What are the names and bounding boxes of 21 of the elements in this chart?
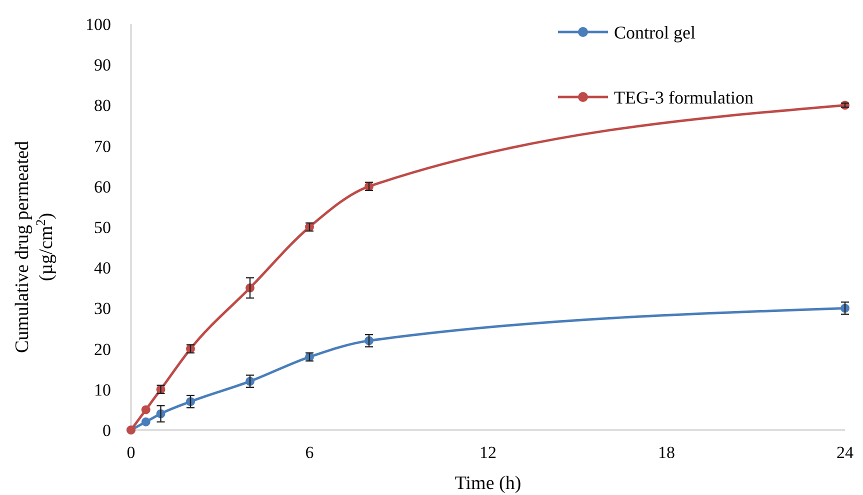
x-tick-label: 6	[305, 443, 314, 462]
y-tick-label: 70	[94, 136, 111, 156]
y-tick-label: 0	[102, 420, 111, 440]
x-tick-label: 12	[480, 443, 496, 462]
y-tick-label: 40	[94, 258, 111, 278]
x-tick-label: 0	[126, 443, 136, 462]
y-tick-label: 80	[94, 96, 111, 116]
legend-label: Control gel	[614, 22, 696, 42]
x-axis-title: Time (h)	[454, 473, 522, 494]
point	[141, 405, 150, 414]
x-tick-label: 24	[836, 443, 854, 462]
y-tick-label: 10	[94, 380, 111, 400]
y-tick-label: 60	[94, 177, 111, 196]
y-tick-label: 50	[94, 218, 111, 237]
x-tick-label: 18	[658, 443, 675, 462]
legend-label: TEG-3 formulation	[614, 87, 754, 108]
y-tick-label: 90	[94, 56, 111, 75]
y-tick-label: 30	[94, 299, 111, 318]
y-tick-label: 20	[94, 340, 111, 359]
point	[141, 417, 150, 426]
y-tick-label: 100	[86, 14, 111, 34]
